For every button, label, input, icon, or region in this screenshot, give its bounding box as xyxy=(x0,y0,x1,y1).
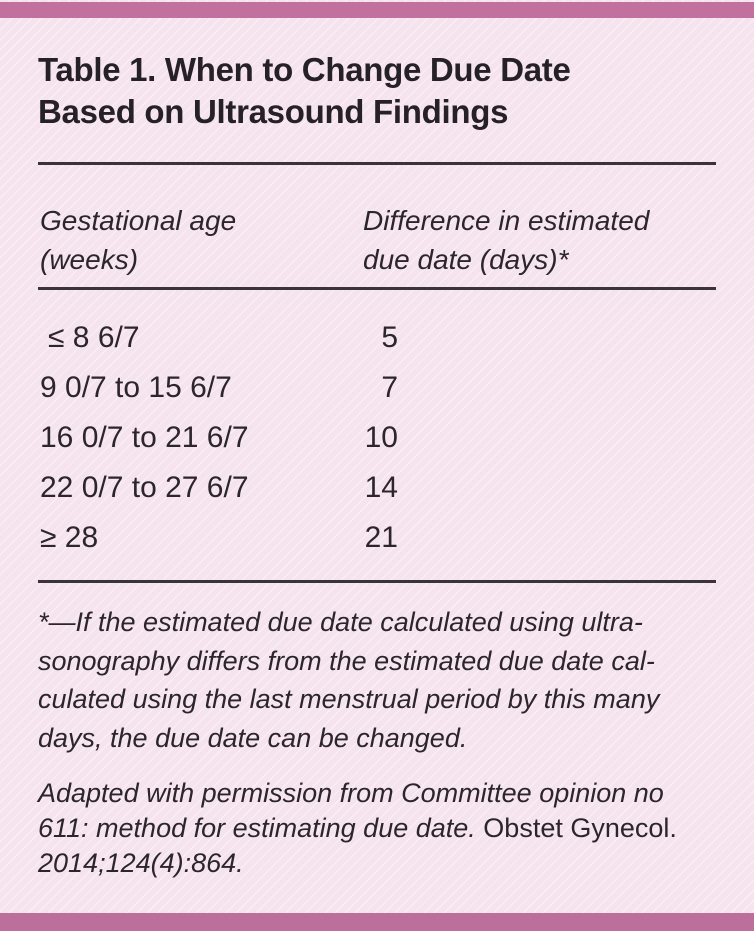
divider-under-title xyxy=(38,162,716,165)
table-title: Table 1. When to Change Due Date Based o… xyxy=(38,49,571,133)
footnote-line4: days, the due date can be changed. xyxy=(38,722,468,753)
top-accent-bar xyxy=(0,2,754,18)
due-date-difference-value: 21 xyxy=(364,521,398,554)
column-header-difference-line1: Difference in estimated xyxy=(363,205,650,236)
footnote-line3: culated using the last menstrual period … xyxy=(38,684,660,714)
footnote-line1: *—If the estimated due date calculated u… xyxy=(38,607,643,637)
table-row: 9 0/7 to 15 6/7 7 xyxy=(0,362,754,412)
table-title-line1: Table 1. When to Change Due Date xyxy=(38,51,571,88)
gestational-age-value: 9 0/7 to 15 6/7 xyxy=(40,371,232,404)
table-title-line2: Based on Ultrasound Findings xyxy=(38,93,509,130)
footnote-line2: sonography differs from the estimated du… xyxy=(38,645,655,676)
column-header-difference-line2: due date (days)* xyxy=(363,244,569,275)
column-header-gestational-age: Gestational age (weeks) xyxy=(40,201,236,279)
gestational-age-value: 22 0/7 to 27 6/7 xyxy=(40,471,249,504)
attribution-line1: Adapted with permission from Committee o… xyxy=(38,776,718,811)
due-date-difference-value: 7 xyxy=(381,371,398,404)
due-date-difference-value: 5 xyxy=(381,321,398,354)
gestational-age-value: 16 0/7 to 21 6/7 xyxy=(40,421,249,454)
table-row: ≤ 8 6/7 5 xyxy=(0,312,754,362)
gestational-age-value: ≤ 8 6/7 xyxy=(48,321,140,354)
table-row: ≥ 28 21 xyxy=(0,512,754,562)
due-date-difference-value: 10 xyxy=(364,421,398,454)
gestational-age-value: ≥ 28 xyxy=(40,521,99,554)
due-date-difference-value: 14 xyxy=(364,471,398,504)
table-row: 16 0/7 to 21 6/7 10 xyxy=(0,412,754,462)
table-body: ≤ 8 6/7 5 9 0/7 to 15 6/7 7 16 0/7 to 21… xyxy=(0,312,754,562)
table-row: 22 0/7 to 27 6/7 14 xyxy=(0,462,754,512)
attribution-citation-details: 2014;124(4):864. xyxy=(38,848,244,878)
column-header-difference: Difference in estimated due date (days)* xyxy=(363,201,649,279)
column-header-gestational-age-line1: Gestational age xyxy=(40,205,237,236)
divider-above-footnote xyxy=(38,580,716,583)
divider-under-header xyxy=(38,287,716,290)
column-header-gestational-age-line2: (weeks) xyxy=(40,244,139,275)
bottom-accent-bar xyxy=(0,913,754,931)
table-footnote: *—If the estimated due date calculated u… xyxy=(38,603,659,757)
attribution-citation-title: 611: method for estimating due date. xyxy=(38,813,476,843)
attribution-line3: 2014;124(4):864. xyxy=(38,846,718,881)
attribution-line1-text: Adapted with permission from Committee o… xyxy=(38,778,664,808)
attribution-journal-name: Obstet Gynecol. xyxy=(483,813,677,843)
attribution-line2: 611: method for estimating due date. Obs… xyxy=(38,811,718,846)
source-attribution: Adapted with permission from Committee o… xyxy=(38,776,718,881)
